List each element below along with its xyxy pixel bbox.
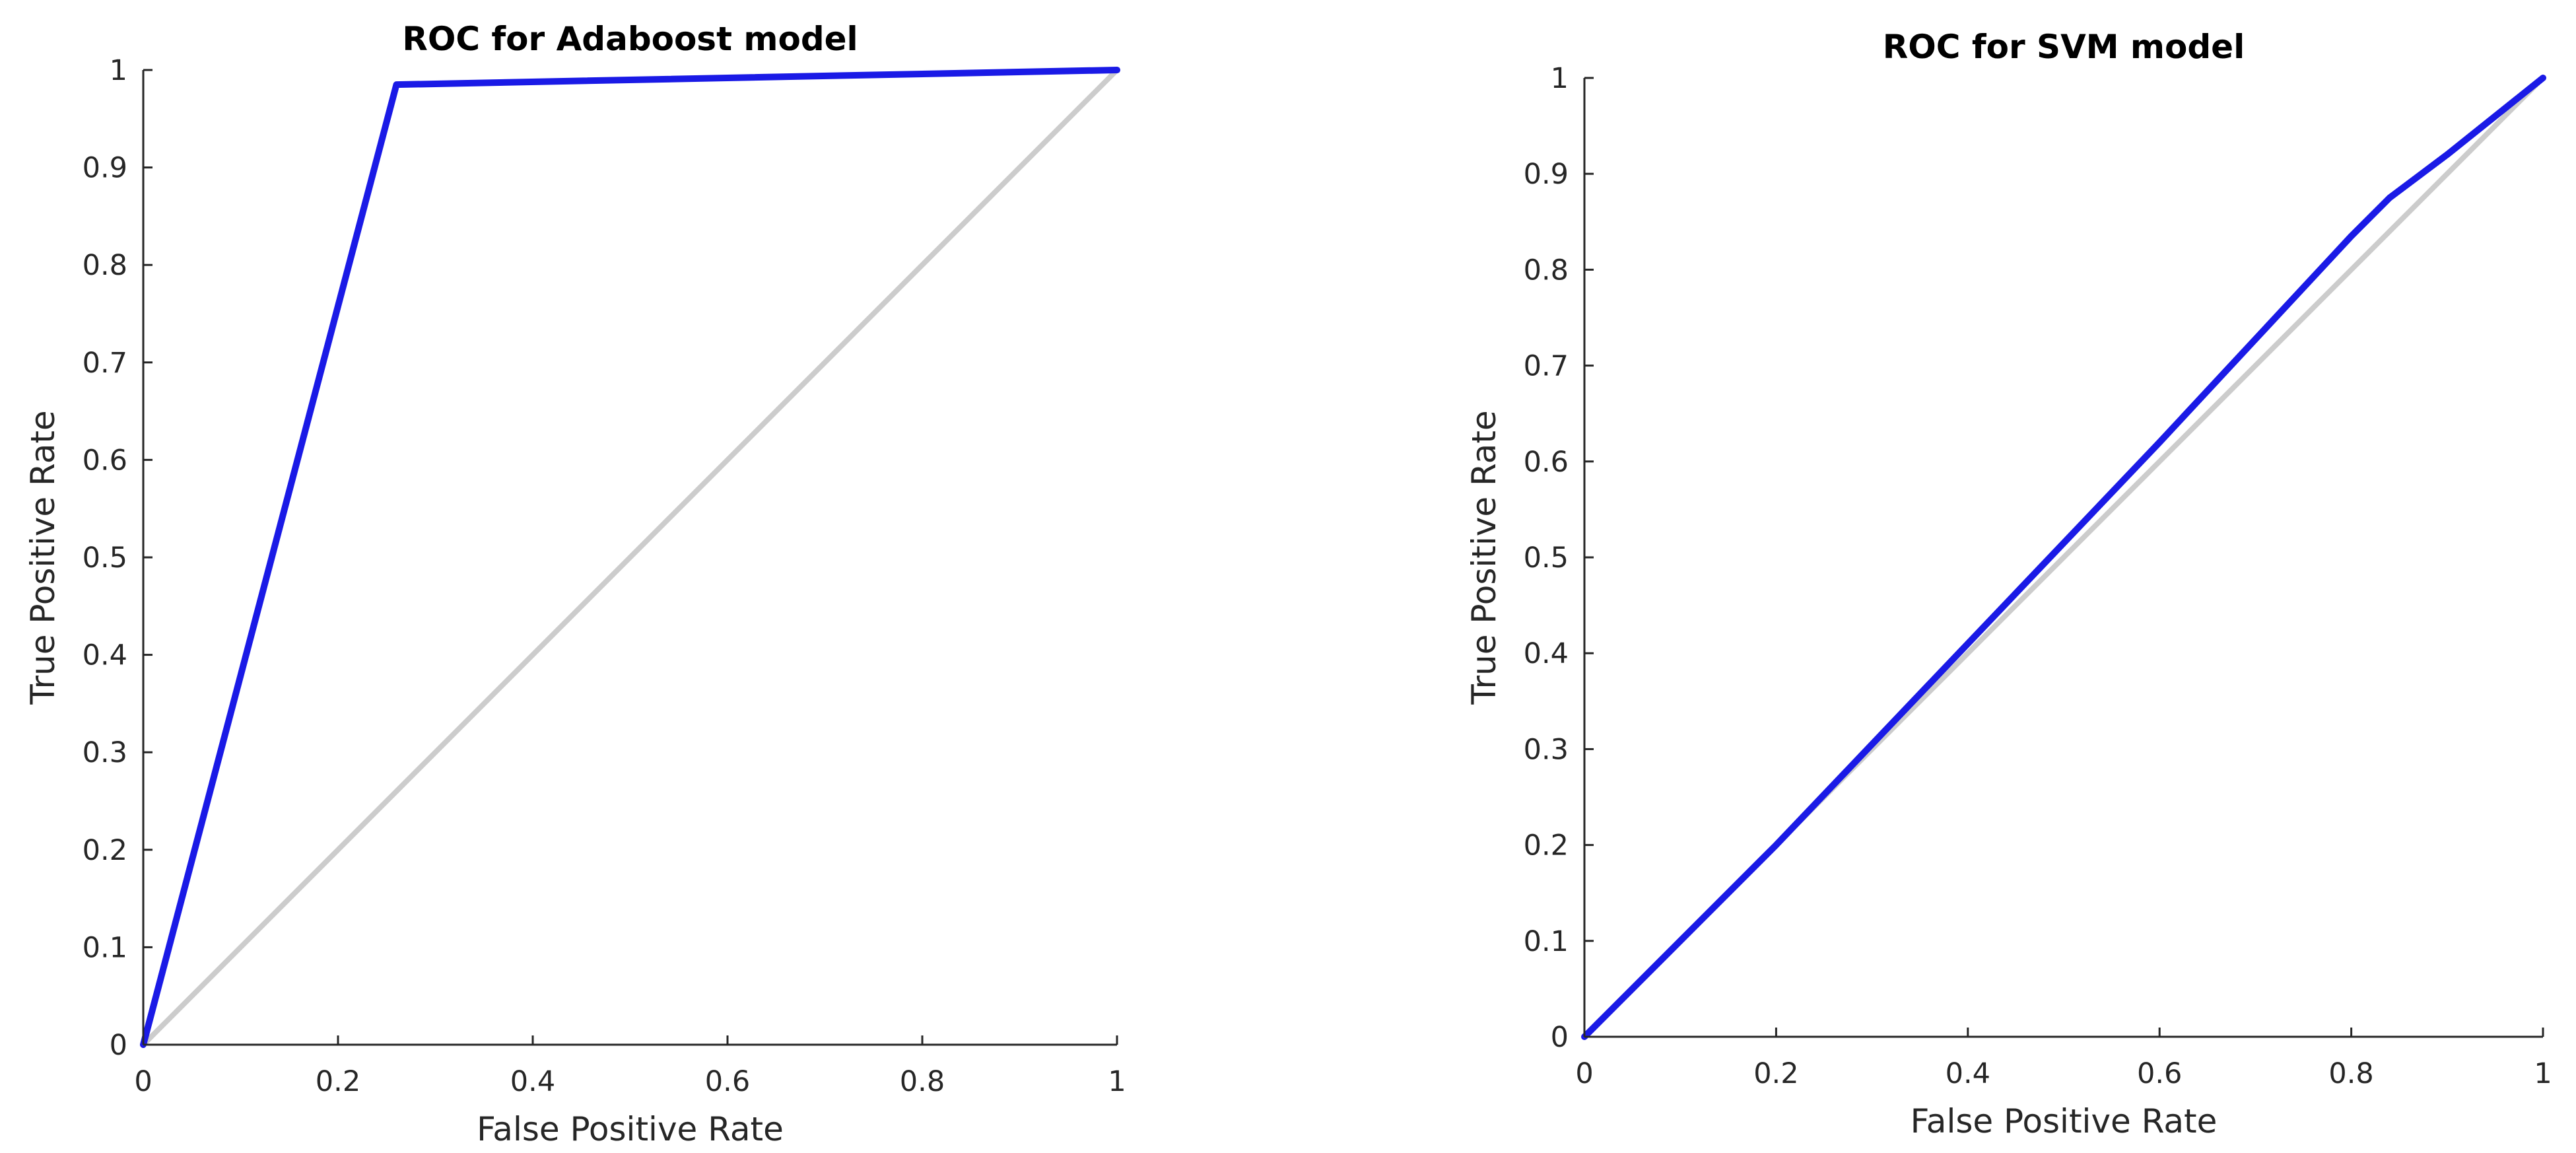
y-tick-label: 1	[1551, 62, 1569, 95]
axis-lines	[142, 70, 1117, 1046]
y-tick-label: 0.2	[83, 834, 127, 867]
x-tick-label: 0	[134, 1065, 152, 1098]
y-tick-label: 0.9	[1524, 158, 1569, 191]
y-tick-label: 0.3	[83, 736, 127, 769]
y-tick-label: 0.5	[83, 542, 127, 575]
x-tick-label: 0.6	[2137, 1057, 2182, 1090]
y-axis-label: True Positive Rate	[24, 410, 62, 705]
axis-ticks: 0 0.2 0.4 0.6 0.8 1 0 0.1 0.2 0.3 0.4 0.5 0.6 0.7 0.8 0…	[83, 54, 1126, 1098]
y-tick-label: 0.6	[83, 444, 127, 477]
axis-ticks: 0 0.2 0.4 0.6 0.8 1 0 0.1 0.2 0.3 0.4 0.5 0.6 0.7 0.8 0…	[1524, 62, 2552, 1090]
x-tick-label: 1	[2534, 1057, 2552, 1090]
x-axis-label: False Positive Rate	[1911, 1102, 2218, 1140]
x-tick-label: 0.6	[705, 1065, 750, 1098]
y-tick-label: 0.9	[83, 152, 127, 185]
plot-series	[1581, 75, 2546, 1040]
chart-title: ROC for Adaboost model	[402, 20, 858, 58]
axis-lines	[1583, 78, 2543, 1038]
roc-chart-adaboost: ROC for Adaboost model False Positive Ra…	[24, 20, 1126, 1148]
x-tick-label: 0.8	[900, 1065, 945, 1098]
y-tick-label: 0.2	[1524, 829, 1569, 862]
x-tick-label: 0.2	[1753, 1057, 1798, 1090]
y-axis-label: True Positive Rate	[1465, 410, 1503, 705]
roc-curve-line	[140, 67, 1120, 1048]
x-tick-label: 0.2	[316, 1065, 360, 1098]
y-tick-label: 0.4	[83, 639, 127, 672]
y-tick-label: 0.6	[1524, 446, 1569, 479]
y-tick-label: 0.4	[1524, 637, 1569, 670]
y-tick-label: 0.3	[1524, 733, 1569, 766]
y-tick-label: 0.1	[83, 931, 127, 964]
roc-curve-line	[1581, 75, 2546, 1040]
y-tick-label: 1	[110, 54, 127, 87]
roc-chart-svm: ROC for SVM model False Positive Rate Tr…	[1465, 28, 2552, 1140]
y-tick-label: 0	[110, 1029, 127, 1062]
y-tick-label: 0.5	[1524, 542, 1569, 575]
y-tick-label: 0.1	[1524, 925, 1569, 958]
chance-diagonal-line	[141, 68, 1119, 1047]
y-tick-label: 0.8	[1524, 254, 1569, 287]
y-tick-label: 0	[1551, 1021, 1569, 1054]
y-tick-label: 0.8	[83, 249, 127, 282]
y-tick-label: 0.7	[1524, 350, 1569, 383]
chart-title: ROC for SVM model	[1883, 28, 2245, 66]
x-tick-label: 0.8	[2328, 1057, 2373, 1090]
y-tick-label: 0.7	[83, 347, 127, 380]
x-tick-label: 1	[1108, 1065, 1126, 1098]
plot-series	[140, 67, 1120, 1048]
x-axis-label: False Positive Rate	[477, 1110, 784, 1148]
x-tick-label: 0.4	[1946, 1057, 1990, 1090]
x-tick-label: 0.4	[510, 1065, 555, 1098]
x-tick-label: 0	[1575, 1057, 1593, 1090]
